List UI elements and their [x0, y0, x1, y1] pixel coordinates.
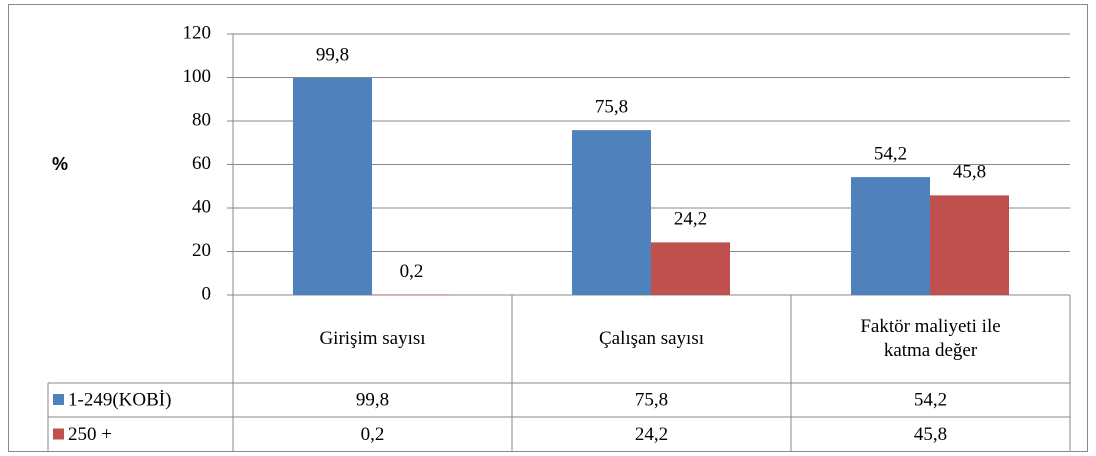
legend-label: 250 +	[68, 424, 112, 445]
table-value: 99,8	[356, 389, 389, 410]
data-label: 45,8	[953, 162, 986, 183]
y-axis-label: %	[52, 154, 68, 174]
y-tick-label: 100	[183, 66, 212, 87]
cell: Faktör maliyeti ile katma değer	[791, 295, 1070, 383]
bar	[851, 177, 930, 295]
legend-swatch	[53, 428, 64, 440]
data-label: 75,8	[595, 96, 628, 117]
cell: Girişim sayısı	[233, 295, 512, 383]
bar	[293, 77, 372, 295]
y-tick-label: 20	[192, 240, 211, 261]
bar	[572, 130, 651, 295]
legend-label: 1-249(KOBİ)	[68, 389, 171, 410]
category-cell: Faktör maliyeti ile katma değer	[791, 295, 1070, 383]
y-tick-label: 120	[183, 22, 212, 43]
table-value: 75,8	[635, 389, 668, 410]
bar	[651, 242, 730, 295]
cell: Çalışan sayısı	[512, 295, 791, 383]
data-label: 24,2	[674, 209, 707, 230]
y-tick-label: 40	[192, 196, 211, 217]
y-tick-label: 60	[192, 153, 211, 174]
y-tick-label: 0	[202, 283, 212, 304]
x-tick-label: Çalışan sayısı	[598, 328, 705, 349]
data-label: 0,2	[400, 261, 424, 282]
category-cell: Girişim sayısı	[233, 295, 512, 383]
x-tick-label: Girişim sayısı	[319, 328, 426, 349]
category-cell: Çalışan sayısı	[512, 295, 791, 383]
table-value: 24,2	[635, 424, 668, 445]
data-label: 54,2	[874, 143, 907, 164]
table-value: 54,2	[914, 389, 947, 410]
table-value: 0,2	[361, 424, 385, 445]
legend-swatch	[53, 394, 64, 405]
bar	[930, 195, 1009, 295]
data-label: 99,8	[316, 44, 349, 65]
y-tick-label: 80	[192, 109, 211, 130]
x-tick-label: Faktör maliyeti ile katma değer	[860, 316, 1001, 361]
table-value: 45,8	[914, 424, 947, 445]
